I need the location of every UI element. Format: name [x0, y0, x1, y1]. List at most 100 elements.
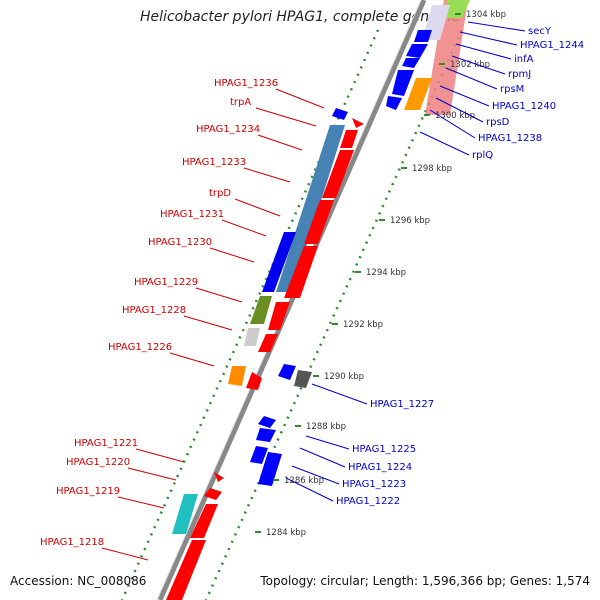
- left-gene-label: HPAG1_1226: [108, 342, 172, 353]
- left-gene-label: HPAG1_1231: [160, 209, 224, 220]
- gene-trpd-reverse: [262, 232, 296, 292]
- gene-hpag1-1228: [268, 302, 290, 330]
- right-gene-label: HPAG1_1227: [370, 399, 434, 410]
- tick-label: 1304 kbp: [466, 10, 506, 20]
- tick-marks: 1304 kbp 1302 kbp 1300 kbp 1298 kbp 1296 kbp…: [255, 10, 506, 538]
- left-gene-label: trpD: [209, 188, 231, 199]
- tick-label: 1302 kbp: [450, 60, 490, 70]
- right-gene-label: HPAG1_1224: [348, 462, 412, 473]
- left-gene-label: HPAG1_1233: [182, 157, 246, 168]
- inner-dotted-guide: [204, 29, 464, 600]
- gene-rpsm-segment: [425, 0, 468, 115]
- gene-hpag1-1227-blue: [278, 364, 296, 380]
- leader-line: [291, 465, 340, 485]
- gene-hpag1-1230-reverse: [276, 125, 345, 292]
- left-gene-label: HPAG1_1229: [134, 277, 198, 288]
- leader-line: [169, 352, 215, 367]
- tick-label: 1290 kbp: [324, 372, 364, 382]
- leader-line: [117, 496, 165, 509]
- gene-hpag1-1234: [340, 130, 358, 148]
- gene-infa: [406, 44, 428, 58]
- leader-line: [305, 435, 350, 450]
- gene-rpmj: [402, 58, 420, 68]
- leader-line: [455, 43, 512, 60]
- accession-text: Accession: NC_008086: [10, 574, 147, 588]
- gene-hpag1-1219: [172, 494, 198, 534]
- tick-label: 1300 kbp: [435, 111, 475, 121]
- gene-hpag1-1219-red: [190, 504, 218, 538]
- gene-rplq: [386, 96, 402, 110]
- leader-line: [439, 85, 490, 107]
- tick-label: 1296 kbp: [390, 216, 430, 226]
- leader-line: [101, 547, 149, 561]
- leader-line: [285, 477, 334, 502]
- leader-line: [257, 134, 303, 151]
- right-gene-labels: secY HPAG1_1244 infA rpmJ rpsM HPAG1_1240 rpsD…: [285, 21, 584, 507]
- leader-line: [435, 97, 484, 123]
- left-gene-label: HPAG1_1228: [122, 305, 186, 316]
- leader-line: [419, 131, 470, 156]
- gene-hpag1-1226: [228, 366, 246, 386]
- leader-line: [221, 219, 267, 237]
- topology-text: Topology: circular; Length: 1,596,366 bp…: [260, 574, 590, 588]
- map-title: Helicobacter pylori HPAG1, complete geno…: [140, 9, 460, 25]
- leader-line: [255, 107, 317, 127]
- right-gene-label: rpsD: [486, 117, 510, 128]
- leader-line: [299, 447, 346, 468]
- leader-line: [445, 67, 498, 90]
- left-gene-label: HPAG1_1221: [74, 438, 138, 449]
- right-gene-label: rplQ: [472, 150, 493, 161]
- gene-hpag1-1244: [414, 30, 432, 42]
- leader-line: [209, 247, 255, 263]
- gene-trpd: [304, 200, 334, 244]
- tick-label: 1298 kbp: [412, 164, 452, 174]
- right-gene-label: rpmJ: [508, 69, 531, 80]
- leader-line: [459, 31, 518, 46]
- right-gene-label: HPAG1_1244: [520, 40, 584, 51]
- gene-hpag1-1221: [214, 472, 224, 482]
- right-gene-label: infA: [514, 54, 534, 65]
- genome-backbone-highlight: [156, 0, 422, 600]
- right-gene-label: HPAG1_1225: [352, 444, 416, 455]
- leader-line: [467, 21, 526, 32]
- leader-line: [243, 167, 291, 183]
- gene-hpag1-1222: [258, 452, 282, 486]
- tick-label: 1288 kbp: [306, 422, 346, 432]
- left-gene-label: HPAG1_1234: [196, 124, 260, 135]
- leader-line: [127, 467, 177, 481]
- gene-rpld-segment: [404, 78, 432, 110]
- leader-line: [234, 198, 281, 217]
- right-gene-label: HPAG1_1238: [478, 133, 542, 144]
- tick-label: 1294 kbp: [366, 268, 406, 278]
- gene-hpag1-1226-red: [258, 334, 278, 352]
- gene-hpag1-1226b: [246, 372, 262, 390]
- genome-backbone: [157, 0, 427, 600]
- gene-hpag1-1236: [332, 108, 348, 120]
- gene-hpag1-1225: [258, 416, 276, 428]
- right-gene-label: secY: [528, 26, 552, 37]
- leader-line: [311, 383, 368, 405]
- gene-hpag1-1227-gray: [294, 370, 312, 388]
- gene-hpag1-1231: [284, 246, 318, 298]
- right-gene-label: HPAG1_1240: [492, 101, 556, 112]
- right-gene-label: rpsM: [500, 84, 524, 95]
- right-gene-label: HPAG1_1222: [336, 496, 400, 507]
- left-gene-label: HPAG1_1219: [56, 486, 120, 497]
- left-gene-label: HPAG1_1236: [214, 78, 278, 89]
- gene-rpsd-blue: [392, 70, 414, 96]
- left-gene-label: HPAG1_1230: [148, 237, 212, 248]
- left-gene-labels: HPAG1_1236 trpA HPAG1_1234 HPAG1_1233 trpD HP…: [40, 78, 325, 561]
- leader-line: [135, 448, 185, 463]
- tick-label: 1292 kbp: [343, 320, 383, 330]
- left-gene-label: HPAG1_1220: [66, 457, 130, 468]
- leader-line: [429, 109, 476, 139]
- gene-hpag1-1220: [204, 488, 222, 500]
- leader-line: [451, 55, 506, 75]
- tick-label: 1286 kbp: [284, 476, 324, 486]
- leader-line: [183, 315, 233, 331]
- gene-hpag1-1228b: [244, 328, 260, 346]
- left-gene-label: trpA: [230, 97, 251, 108]
- gene-trpa: [352, 118, 364, 128]
- gene-hpag1-1223: [250, 446, 268, 464]
